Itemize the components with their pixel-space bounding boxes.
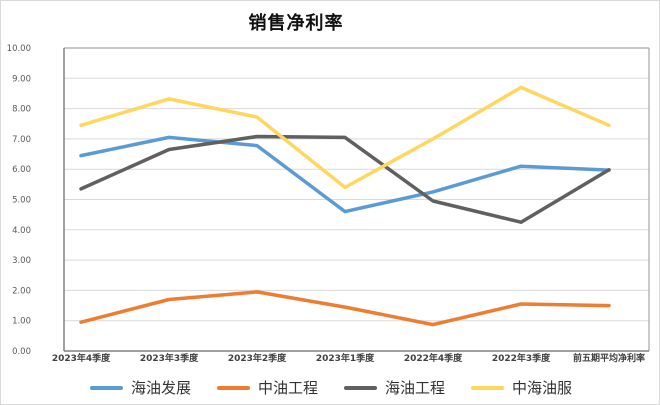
x-axis-category-label: 2023年3季度 <box>140 352 199 364</box>
chart-legend: 海油发展 中油工程 海油工程 中海油服 <box>1 377 659 398</box>
y-axis-tick-label: 2.00 <box>12 286 31 296</box>
x-axis-category-label: 2022年3季度 <box>492 352 551 364</box>
x-axis-category-label: 前五期平均净利率 <box>573 352 645 364</box>
legend-line-swatch <box>471 385 505 390</box>
legend-line-swatch <box>344 385 377 390</box>
legend-line-swatch <box>89 385 123 390</box>
x-axis-category-label: 2022年4季度 <box>404 352 463 364</box>
y-axis-tick-label: 4.00 <box>12 226 31 236</box>
chart-title: 销售净利率 <box>248 13 344 34</box>
legend-line-swatch <box>216 385 250 390</box>
legend-item-海油工程: 海油工程 <box>344 377 445 398</box>
y-axis-tick-label: 8.00 <box>12 105 31 115</box>
x-axis-category-label: 2023年2季度 <box>228 352 287 364</box>
series-line-海油工程 <box>79 134 611 224</box>
y-axis-tick-label: 5.00 <box>12 196 31 206</box>
x-axis-category-label: 2023年4季度 <box>52 352 111 364</box>
x-axis-category-label: 2023年1季度 <box>316 352 375 364</box>
legend-label: 中油工程 <box>257 379 318 397</box>
legend-item-中海油服: 中海油服 <box>471 377 572 398</box>
legend-item-海油发展: 海油发展 <box>89 377 191 398</box>
y-axis-tick-label: 0.00 <box>12 347 31 357</box>
y-axis-tick-label: 6.00 <box>12 165 31 175</box>
y-axis-tick-label: 9.00 <box>12 74 31 84</box>
legend-label: 海油工程 <box>385 379 446 397</box>
y-axis-tick-label: 1.00 <box>12 317 31 327</box>
legend-item-中油工程: 中油工程 <box>216 377 318 398</box>
y-axis-tick-label: 3.00 <box>12 256 31 266</box>
legend-label: 海油发展 <box>130 379 191 397</box>
legend-label: 中海油服 <box>512 379 573 397</box>
series-line-中海油服 <box>79 85 611 190</box>
series-line-海油发展 <box>79 135 611 214</box>
y-axis-tick-label: 7.00 <box>12 135 31 145</box>
y-axis-tick-label: 10.00 <box>7 44 31 54</box>
series-line-中油工程 <box>79 290 611 327</box>
